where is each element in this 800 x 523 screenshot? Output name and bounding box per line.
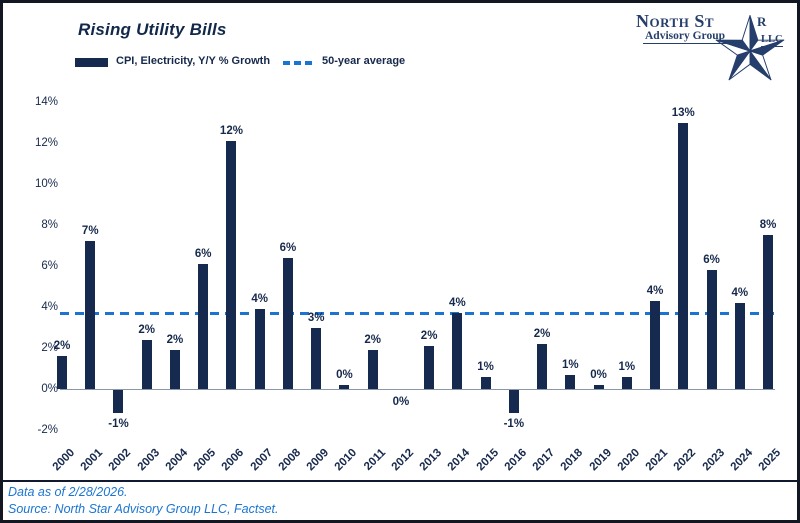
y-axis-tick-label: 4% — [41, 301, 58, 313]
bar-value-label-2009: 3% — [307, 311, 325, 324]
bar-value-label-2008: 6% — [279, 241, 297, 254]
bar-value-label-2002: -1% — [108, 417, 129, 430]
bar-2020 — [621, 376, 632, 389]
logo-name-r: R — [757, 14, 767, 29]
bar-2008 — [282, 257, 293, 389]
bar-2025 — [763, 235, 773, 389]
y-axis-tick-label: -2% — [37, 424, 58, 436]
bar-value-label-2004: 2% — [166, 334, 184, 347]
y-axis-tick-label: 14% — [34, 96, 58, 108]
bar-2022 — [678, 122, 689, 389]
bar-value-label-2000: 2% — [53, 340, 71, 353]
bar-value-label-2018: 1% — [562, 358, 579, 371]
bar-value-label-2017: 2% — [533, 327, 551, 340]
logo-suffix: LLC — [761, 34, 783, 47]
bar-2015 — [480, 376, 491, 389]
bar-2021 — [650, 300, 661, 389]
bar-value-label-2016: -1% — [503, 417, 525, 430]
star-icon — [715, 14, 785, 81]
bar-2009 — [311, 327, 322, 389]
y-axis-tick-label: 2% — [41, 342, 58, 354]
bar-2017 — [537, 343, 548, 389]
average-dashed-line — [60, 311, 775, 315]
footer: Data as of 2/28/2026. Source: North Star… — [3, 480, 797, 520]
bar-value-label-2021: 4% — [646, 284, 664, 297]
legend-bar-swatch — [75, 58, 108, 67]
bar-value-label-2010: 0% — [336, 368, 353, 381]
chart-title: Rising Utility Bills — [78, 20, 227, 39]
bar-value-label-2019: 0% — [590, 368, 607, 381]
footer-source: Source: North Star Advisory Group LLC, F… — [8, 502, 279, 516]
bar-value-label-2015: 1% — [477, 360, 494, 373]
bar-2003 — [141, 339, 152, 389]
y-axis-tick-label: 12% — [34, 137, 58, 149]
bar-value-label-2013: 2% — [420, 329, 438, 342]
bar-2023 — [706, 270, 717, 389]
bar-2010 — [339, 384, 350, 389]
logo-name: NORTH ST — [636, 11, 715, 31]
bar-value-label-2023: 6% — [703, 254, 720, 267]
bar-value-label-2020: 1% — [618, 360, 636, 373]
bar-value-label-2012: 0% — [392, 396, 410, 408]
bar-value-label-2011: 2% — [364, 334, 381, 347]
y-axis-tick-label: 6% — [41, 260, 58, 272]
legend-average-label: 50-year average — [322, 55, 406, 67]
footer-data-as-of: Data as of 2/28/2026. — [8, 485, 128, 499]
bar-value-label-2025: 8% — [759, 219, 777, 232]
x-axis-line — [60, 388, 775, 390]
bar-value-label-2001: 7% — [81, 225, 99, 238]
y-axis-tick-label: 8% — [41, 219, 58, 231]
legend-series-label: CPI, Electricity, Y/Y % Growth — [116, 55, 271, 67]
bar-2000 — [57, 356, 67, 389]
bar-value-label-2022: 13% — [671, 106, 695, 119]
bar-value-label-2014: 4% — [449, 297, 466, 310]
bar-2004 — [169, 350, 180, 389]
bar-2016 — [508, 390, 519, 413]
bar-value-label-2005: 6% — [194, 247, 212, 260]
bar-2005 — [198, 263, 209, 389]
bar-2002 — [113, 390, 124, 413]
bar-2014 — [452, 313, 463, 389]
north-star-logo: NORTH ST R Advisory Group LLC — [626, 5, 791, 89]
bar-2006 — [226, 140, 237, 389]
bar-2018 — [565, 374, 576, 389]
y-axis-tick-label: 0% — [41, 383, 58, 395]
y-axis-tick-label: 10% — [34, 178, 58, 190]
bar-2024 — [734, 302, 745, 389]
bar-2011 — [367, 350, 378, 389]
bar-value-label-2024: 4% — [731, 286, 749, 299]
bar-2019 — [593, 384, 604, 389]
logo-subtitle: Advisory Group — [643, 30, 729, 44]
bar-2007 — [254, 309, 265, 389]
legend-dashed-line-swatch — [283, 61, 314, 65]
bar-value-label-2006: 12% — [219, 124, 243, 137]
bar-value-label-2003: 2% — [138, 323, 156, 336]
bar-value-label-2007: 4% — [251, 293, 268, 306]
bar-2013 — [424, 345, 435, 389]
bar-2001 — [85, 241, 96, 389]
